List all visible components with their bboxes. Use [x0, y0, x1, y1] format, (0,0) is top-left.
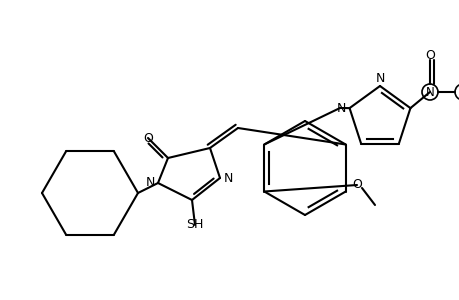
Text: N: N — [223, 172, 232, 184]
Text: N: N — [425, 85, 433, 98]
Text: O: O — [143, 131, 152, 145]
Text: O: O — [351, 178, 361, 191]
Text: SH: SH — [186, 218, 203, 232]
Text: O: O — [457, 85, 459, 98]
Text: N: N — [145, 176, 154, 190]
Text: N: N — [336, 102, 346, 115]
Text: O: O — [424, 49, 434, 62]
Text: N: N — [375, 71, 384, 85]
